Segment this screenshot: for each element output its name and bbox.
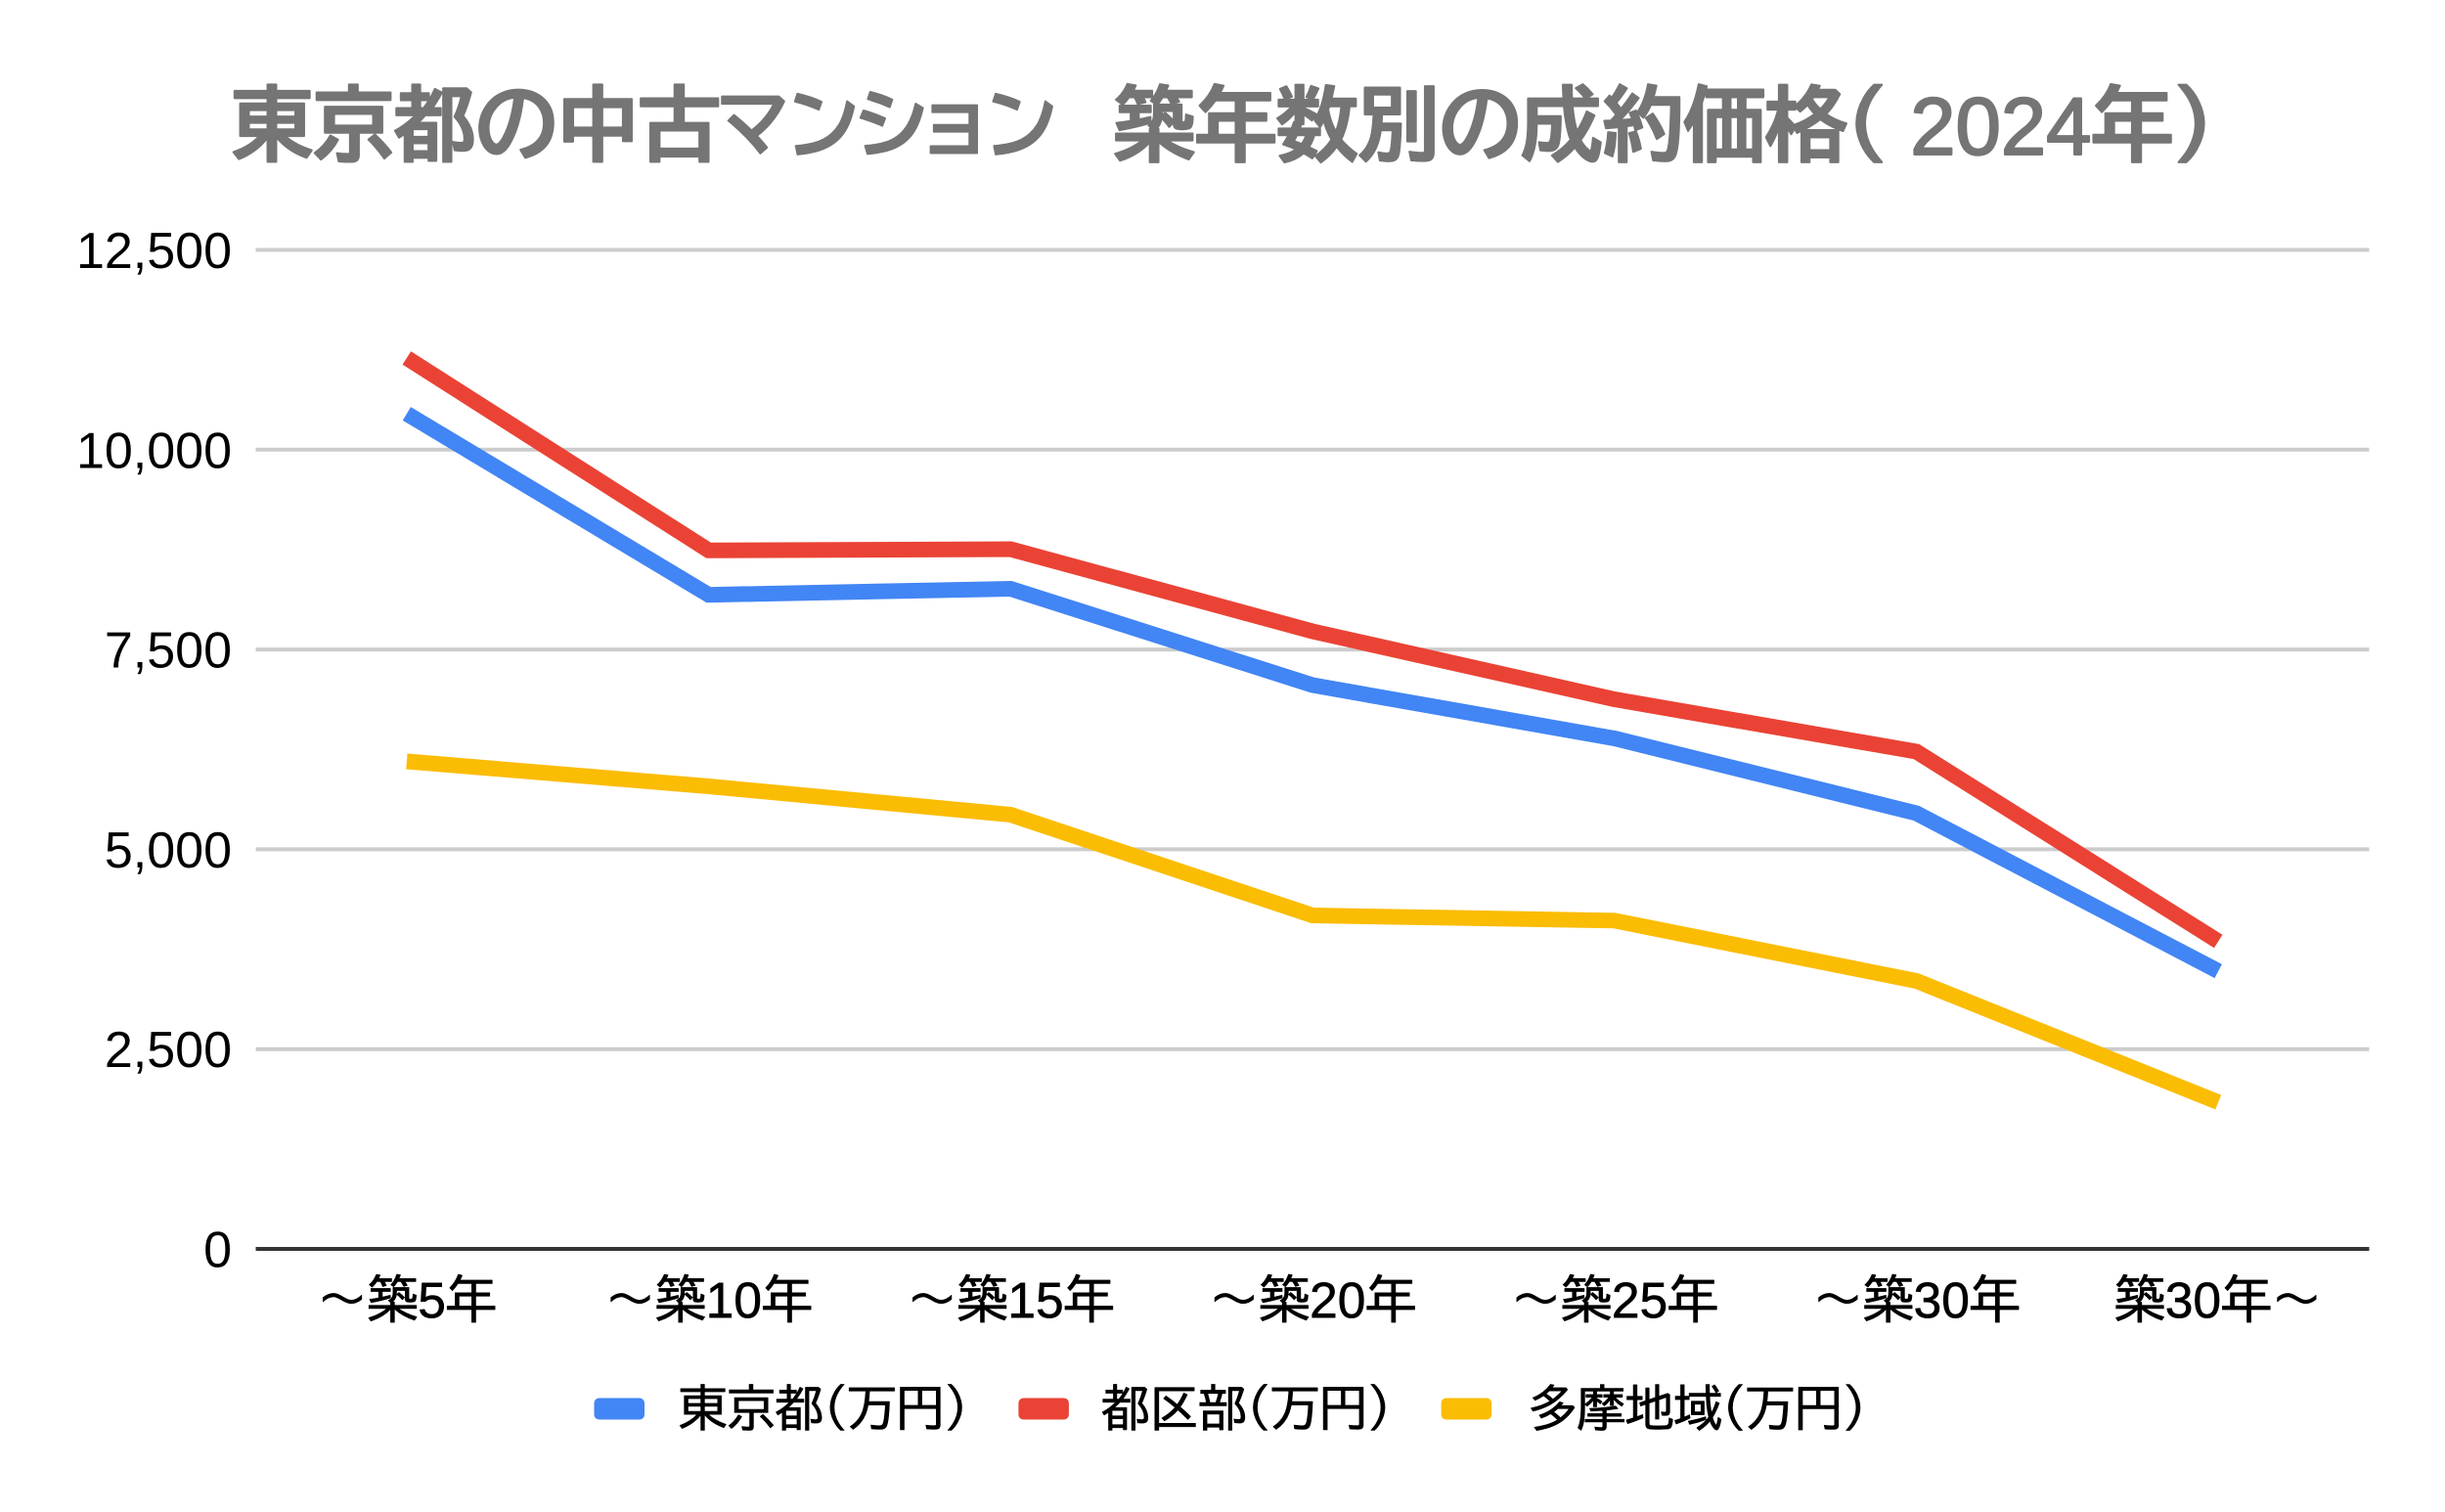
svg-text:7,500: 7,500 <box>105 623 232 680</box>
svg-text:10,000: 10,000 <box>76 422 232 479</box>
svg-text:12,500: 12,500 <box>76 223 232 280</box>
svg-text:2,500: 2,500 <box>105 1022 232 1079</box>
svg-text:5,000: 5,000 <box>105 823 232 879</box>
svg-text:0: 0 <box>203 1223 232 1279</box>
